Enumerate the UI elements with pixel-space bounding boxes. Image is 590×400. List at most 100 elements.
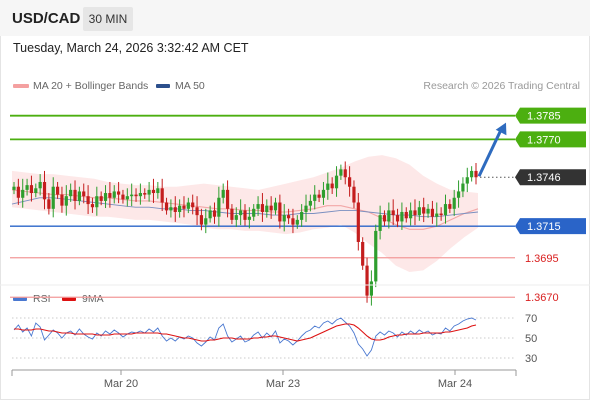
candle-body bbox=[64, 196, 68, 206]
candle-body bbox=[300, 211, 304, 220]
candle-body bbox=[422, 207, 426, 214]
ma50-legend-label: MA 50 bbox=[175, 80, 205, 92]
candle-body bbox=[452, 197, 456, 209]
candle-body bbox=[130, 194, 134, 197]
candle-body bbox=[151, 189, 156, 194]
candle-body bbox=[204, 218, 208, 225]
resistance-tag bbox=[515, 107, 586, 124]
candle-body bbox=[134, 194, 138, 197]
candle-body bbox=[252, 208, 256, 217]
candle-body bbox=[334, 175, 339, 189]
candle-body bbox=[374, 230, 378, 282]
pivot-label: 1.3715 bbox=[527, 221, 561, 233]
candle-body bbox=[125, 196, 129, 200]
candle-body bbox=[38, 181, 42, 189]
candle-body bbox=[234, 215, 238, 220]
candle-body bbox=[212, 210, 217, 217]
candle-body bbox=[260, 204, 265, 212]
candle-body bbox=[395, 215, 400, 222]
candle-body bbox=[317, 194, 321, 198]
rsi-legend-label: RSI bbox=[33, 293, 51, 305]
candle-body bbox=[439, 213, 443, 216]
candle-body bbox=[164, 202, 169, 211]
ma50-legend-swatch bbox=[156, 84, 170, 88]
candle-body bbox=[409, 210, 413, 219]
candle-body bbox=[352, 186, 356, 203]
candle-body bbox=[430, 208, 435, 217]
rsi-line bbox=[13, 317, 477, 357]
rsi-tick-label: 30 bbox=[525, 353, 537, 365]
candle-body bbox=[400, 211, 404, 222]
candle-body bbox=[304, 205, 308, 212]
candle-body bbox=[112, 191, 116, 198]
candle-body bbox=[404, 211, 408, 219]
time-tick-label: Mar 24 bbox=[438, 378, 472, 390]
candle-body bbox=[169, 207, 173, 211]
candle-body bbox=[121, 194, 125, 200]
rsi-legend-swatch bbox=[13, 297, 27, 301]
rsi-ma-line bbox=[14, 323, 477, 342]
candle-body bbox=[99, 196, 103, 201]
candle-body bbox=[282, 215, 286, 222]
candle-body bbox=[387, 210, 391, 222]
candle-body bbox=[435, 213, 439, 217]
candle-body bbox=[160, 188, 164, 203]
candle-body bbox=[291, 218, 295, 225]
candle-body bbox=[117, 191, 121, 195]
rsi-ma-legend-swatch bbox=[62, 297, 76, 301]
candle-body bbox=[308, 200, 312, 206]
candle-body bbox=[356, 202, 360, 242]
candle-body bbox=[339, 169, 343, 176]
candle-body bbox=[34, 188, 38, 194]
candle-body bbox=[178, 205, 182, 212]
resistance-label: 1.3770 bbox=[527, 134, 561, 146]
candle-body bbox=[465, 177, 469, 184]
candle-body bbox=[69, 189, 73, 197]
candle-body bbox=[156, 188, 160, 194]
timeframe-button[interactable]: 30 MIN bbox=[83, 7, 133, 31]
support-label: 1.3695 bbox=[525, 253, 559, 265]
candle-body bbox=[256, 204, 260, 209]
candle-body bbox=[230, 208, 234, 220]
candle-body bbox=[391, 210, 395, 216]
candle-body bbox=[369, 281, 373, 296]
ma20-legend-label: MA 20 + Bollinger Bands bbox=[33, 80, 149, 92]
candle-body bbox=[348, 177, 352, 187]
candle-body bbox=[208, 210, 212, 219]
candle-body bbox=[42, 181, 47, 200]
candle-body bbox=[330, 183, 334, 189]
candle-body bbox=[77, 191, 81, 201]
candle-body bbox=[217, 197, 221, 217]
candle-body bbox=[138, 193, 142, 197]
candle-body bbox=[343, 169, 347, 178]
candle-body bbox=[103, 193, 108, 201]
candle-body bbox=[73, 189, 77, 201]
candle-body bbox=[82, 191, 86, 197]
candle-body bbox=[461, 183, 465, 192]
candle-body bbox=[286, 215, 291, 219]
candle-body bbox=[86, 196, 90, 205]
time-tick-label: Mar 23 bbox=[266, 378, 300, 390]
support-label: 1.3670 bbox=[525, 292, 559, 304]
candle-body bbox=[47, 199, 51, 209]
candle-body bbox=[191, 202, 195, 208]
candle-body bbox=[295, 219, 299, 225]
last-price-tag bbox=[515, 169, 586, 186]
candle-body bbox=[147, 189, 151, 195]
candle-body bbox=[25, 185, 29, 190]
candle-body bbox=[186, 202, 190, 209]
candle-body bbox=[365, 265, 369, 296]
projection-arrow-head bbox=[495, 122, 507, 136]
candle-body bbox=[199, 215, 204, 225]
rsi-tick-label: 70 bbox=[525, 313, 537, 325]
ma20-legend-swatch bbox=[13, 84, 29, 88]
candle-body bbox=[225, 189, 230, 209]
candle-body bbox=[173, 207, 177, 212]
candle-body bbox=[443, 204, 448, 216]
rsi-ma-legend-label: 9MA bbox=[82, 293, 104, 305]
pivot-tag bbox=[515, 218, 586, 235]
candle-body bbox=[12, 186, 16, 190]
candle-body bbox=[51, 186, 55, 209]
candle-body bbox=[247, 216, 251, 220]
time-tick-label: Mar 20 bbox=[104, 378, 138, 390]
